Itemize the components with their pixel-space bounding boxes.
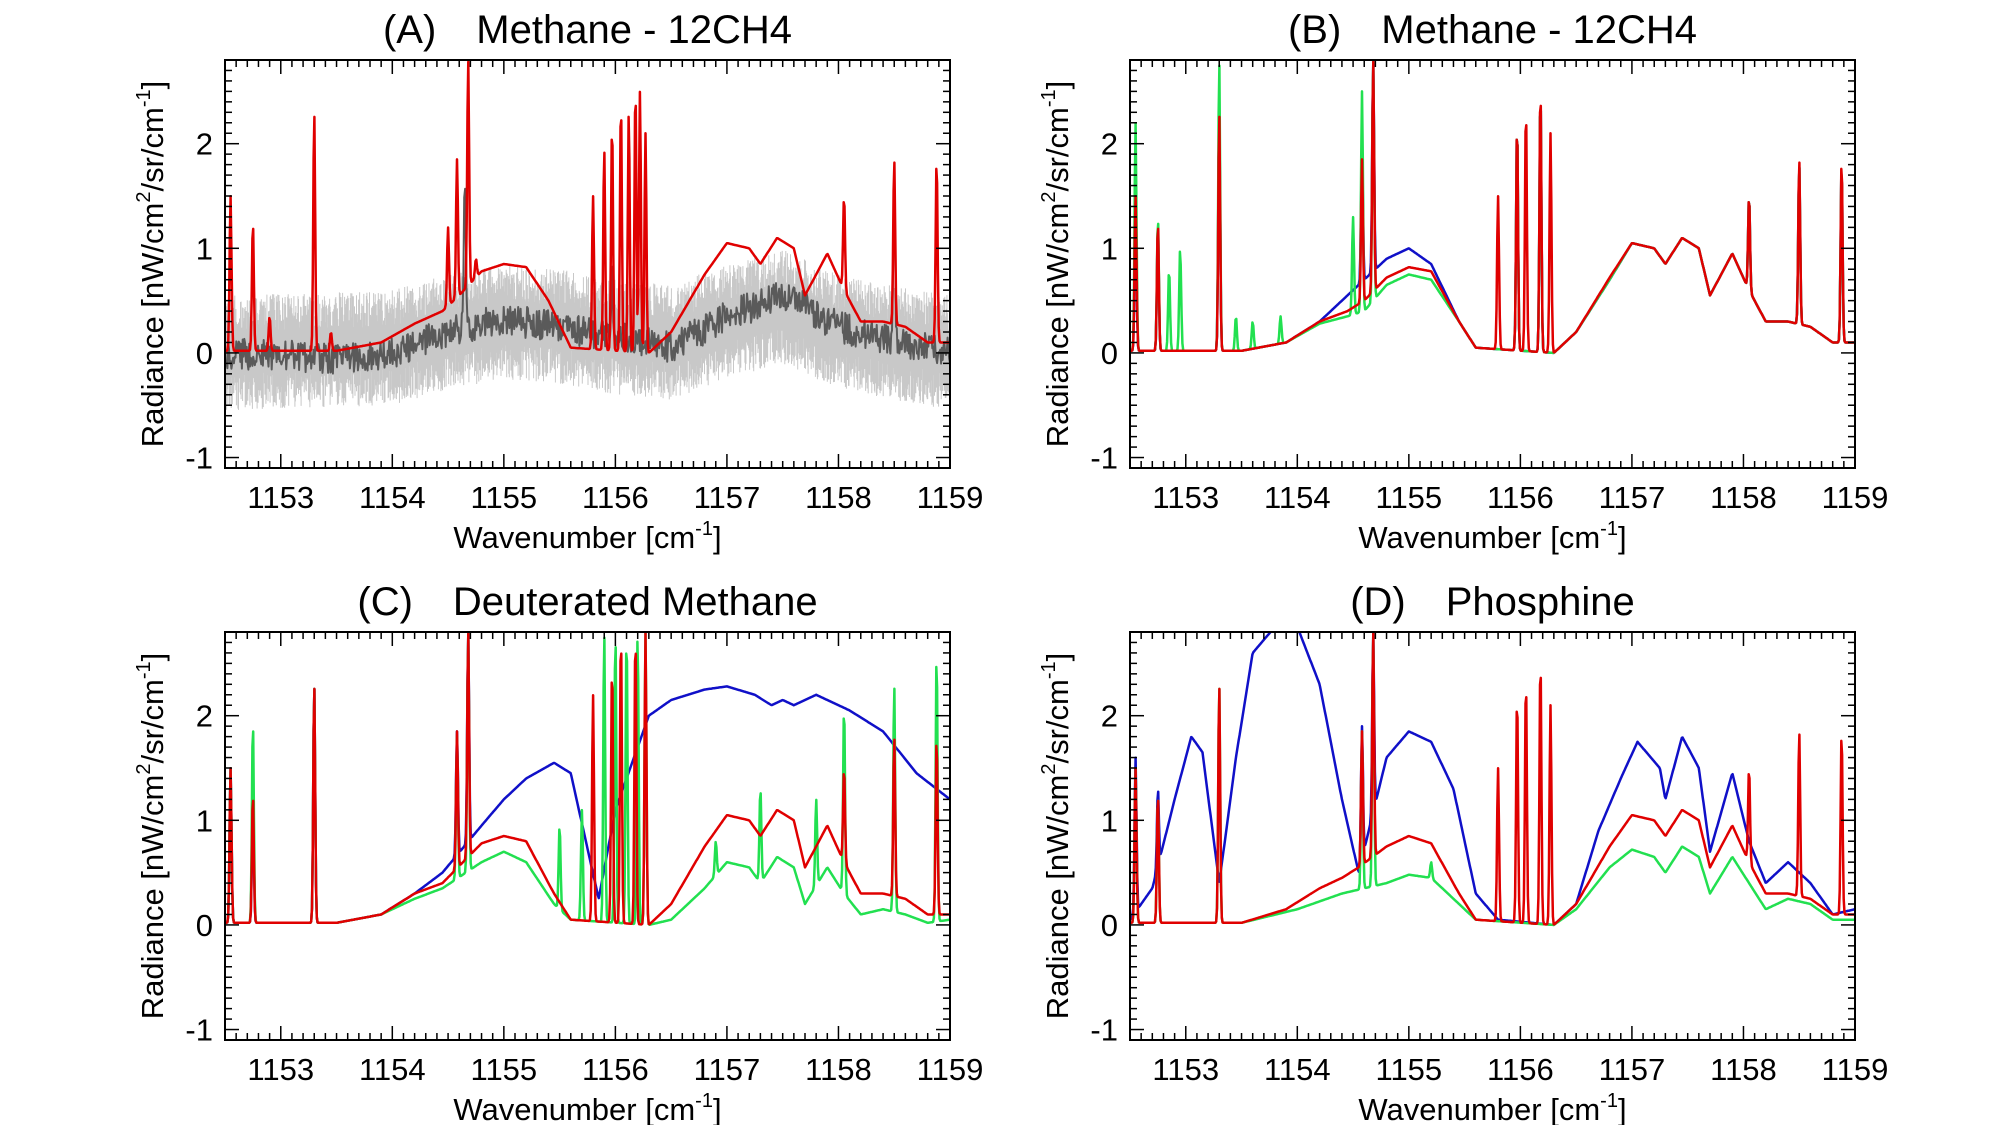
x-tick-label: 1157 <box>1599 1052 1666 1087</box>
y-tick-label: -1 <box>185 1013 213 1048</box>
y-tick-label: 0 <box>196 908 213 943</box>
panel-d: 1153 1154 1155 1156 1157 1158 1159 -1 0 1 2 (D) Phos… <box>1038 580 1888 1125</box>
panel-label: (B) <box>1288 8 1341 52</box>
x-tick-label: 1154 <box>359 1052 426 1087</box>
y-axis-label: Radiance [nW/cm2/sr/cm-1] <box>1038 653 1075 1020</box>
x-tick-label: 1155 <box>471 480 538 515</box>
plot-frame <box>224 631 951 1041</box>
panel-title: Deuterated Methane <box>453 580 818 624</box>
y-tick-label: 1 <box>1101 803 1118 838</box>
series-model-green <box>225 632 950 926</box>
x-tick-label: 1153 <box>1152 480 1219 515</box>
y-tick-label: -1 <box>1090 1013 1118 1048</box>
panel-label: (C) <box>357 580 413 624</box>
panel-label: (A) <box>383 8 436 52</box>
x-tick-label: 1157 <box>694 480 761 515</box>
panel-b: 1153 1154 1155 1156 1157 1158 1159 -1 0 1 2 (B) Meth… <box>1038 8 1888 555</box>
x-tick-label: 1153 <box>247 480 314 515</box>
x-tick-label: 1155 <box>1376 1052 1443 1087</box>
x-tick-label: 1153 <box>1152 1052 1219 1087</box>
panel-title: Phosphine <box>1446 580 1635 624</box>
x-tick-label: 1158 <box>805 1052 872 1087</box>
x-tick-label: 1159 <box>1822 1052 1889 1087</box>
x-tick-label: 1156 <box>582 480 649 515</box>
plot-frame <box>224 59 951 469</box>
x-tick-label: 1156 <box>1487 480 1554 515</box>
y-axis-label: Radiance [nW/cm2/sr/cm-1] <box>1038 81 1075 448</box>
y-tick-label: 2 <box>1101 127 1118 162</box>
ticks <box>1129 59 1856 469</box>
x-tick-label: 1157 <box>1599 480 1666 515</box>
series-model <box>225 60 950 354</box>
plot-frame <box>1129 631 1856 1041</box>
chart-title: (B) Methane - 12CH4 <box>1288 8 1697 52</box>
series-model-blue <box>1130 60 1855 355</box>
series-observed <box>225 181 950 375</box>
x-tick-label: 1158 <box>1710 1052 1777 1087</box>
ticks <box>224 631 951 1041</box>
x-tick-label: 1159 <box>917 480 984 515</box>
plot-frame <box>1129 59 1856 469</box>
x-axis-label: Wavenumber [cm-1] <box>1358 518 1626 555</box>
series-model-red <box>225 632 950 926</box>
x-tick-label: 1157 <box>694 1052 761 1087</box>
y-tick-label: 1 <box>196 803 213 838</box>
panel-title: Methane - 12CH4 <box>476 8 792 52</box>
y-tick-label: 1 <box>1101 231 1118 266</box>
x-tick-label: 1154 <box>1264 480 1331 515</box>
series-model-green <box>1130 632 1855 927</box>
series-model-red <box>1130 60 1855 354</box>
plot-area <box>225 632 950 926</box>
panel-title: Methane - 12CH4 <box>1381 8 1697 52</box>
panel-c: 1153 1154 1155 1156 1157 1158 1159 -1 0 1 2 (C) Deut… <box>133 580 983 1125</box>
y-axis-label: Radiance [nW/cm2/sr/cm-1] <box>133 81 170 448</box>
panel-label: (D) <box>1350 580 1406 624</box>
x-tick-label: 1159 <box>917 1052 984 1087</box>
x-tick-label: 1156 <box>582 1052 649 1087</box>
x-tick-label: 1153 <box>247 1052 314 1087</box>
x-tick-label: 1154 <box>359 480 426 515</box>
y-tick-label: 2 <box>196 127 213 162</box>
y-tick-label: 2 <box>196 699 213 734</box>
y-tick-label: 0 <box>1101 336 1118 371</box>
chart-title: (D) Phosphine <box>1350 580 1635 624</box>
x-tick-label: 1158 <box>1710 480 1777 515</box>
y-tick-label: 0 <box>196 336 213 371</box>
plot-area <box>1130 60 1855 355</box>
series-model-green <box>1130 60 1855 355</box>
y-tick-label: -1 <box>1090 441 1118 476</box>
y-tick-label: 1 <box>196 231 213 266</box>
chart-title: (A) Methane - 12CH4 <box>383 8 792 52</box>
x-tick-label: 1156 <box>1487 1052 1554 1087</box>
ticks <box>224 59 951 469</box>
y-tick-label: 0 <box>1101 908 1118 943</box>
y-tick-label: 2 <box>1101 699 1118 734</box>
x-axis-label: Wavenumber [cm-1] <box>453 518 721 555</box>
series-model-blue <box>1130 632 1855 927</box>
chart-title: (C) Deuterated Methane <box>357 580 817 624</box>
x-tick-label: 1155 <box>471 1052 538 1087</box>
x-axis-label: Wavenumber [cm-1] <box>1358 1090 1626 1125</box>
ticks <box>1129 631 1856 1041</box>
y-axis-label: Radiance [nW/cm2/sr/cm-1] <box>133 653 170 1020</box>
series-model-red <box>1130 632 1855 926</box>
plot-area <box>1130 632 1855 927</box>
x-tick-label: 1155 <box>1376 480 1443 515</box>
plot-area <box>225 60 950 410</box>
panel-a: 1153 1154 1155 1156 1157 1158 1159 -1 0 1 2 (A) Meth… <box>133 8 983 555</box>
x-tick-label: 1159 <box>1822 480 1889 515</box>
y-tick-label: -1 <box>185 441 213 476</box>
x-axis-label: Wavenumber [cm-1] <box>453 1090 721 1125</box>
x-tick-label: 1154 <box>1264 1052 1331 1087</box>
x-tick-label: 1158 <box>805 480 872 515</box>
